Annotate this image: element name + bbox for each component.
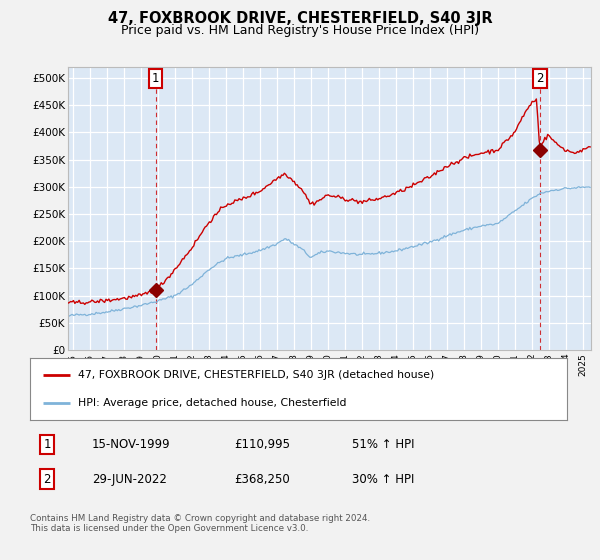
Text: 15-NOV-1999: 15-NOV-1999 (92, 438, 170, 451)
Text: 47, FOXBROOK DRIVE, CHESTERFIELD, S40 3JR (detached house): 47, FOXBROOK DRIVE, CHESTERFIELD, S40 3J… (79, 370, 434, 380)
Text: 2: 2 (43, 473, 51, 486)
Text: Price paid vs. HM Land Registry's House Price Index (HPI): Price paid vs. HM Land Registry's House … (121, 24, 479, 37)
Text: HPI: Average price, detached house, Chesterfield: HPI: Average price, detached house, Ches… (79, 398, 347, 408)
Text: 1: 1 (152, 72, 160, 85)
Text: 47, FOXBROOK DRIVE, CHESTERFIELD, S40 3JR: 47, FOXBROOK DRIVE, CHESTERFIELD, S40 3J… (107, 11, 493, 26)
Text: Contains HM Land Registry data © Crown copyright and database right 2024.
This d: Contains HM Land Registry data © Crown c… (30, 514, 370, 534)
Text: 30% ↑ HPI: 30% ↑ HPI (352, 473, 415, 486)
Text: 1: 1 (43, 438, 51, 451)
Text: £368,250: £368,250 (234, 473, 290, 486)
Text: 51% ↑ HPI: 51% ↑ HPI (352, 438, 415, 451)
Text: 2: 2 (536, 72, 544, 85)
Text: £110,995: £110,995 (234, 438, 290, 451)
Text: 29-JUN-2022: 29-JUN-2022 (92, 473, 167, 486)
